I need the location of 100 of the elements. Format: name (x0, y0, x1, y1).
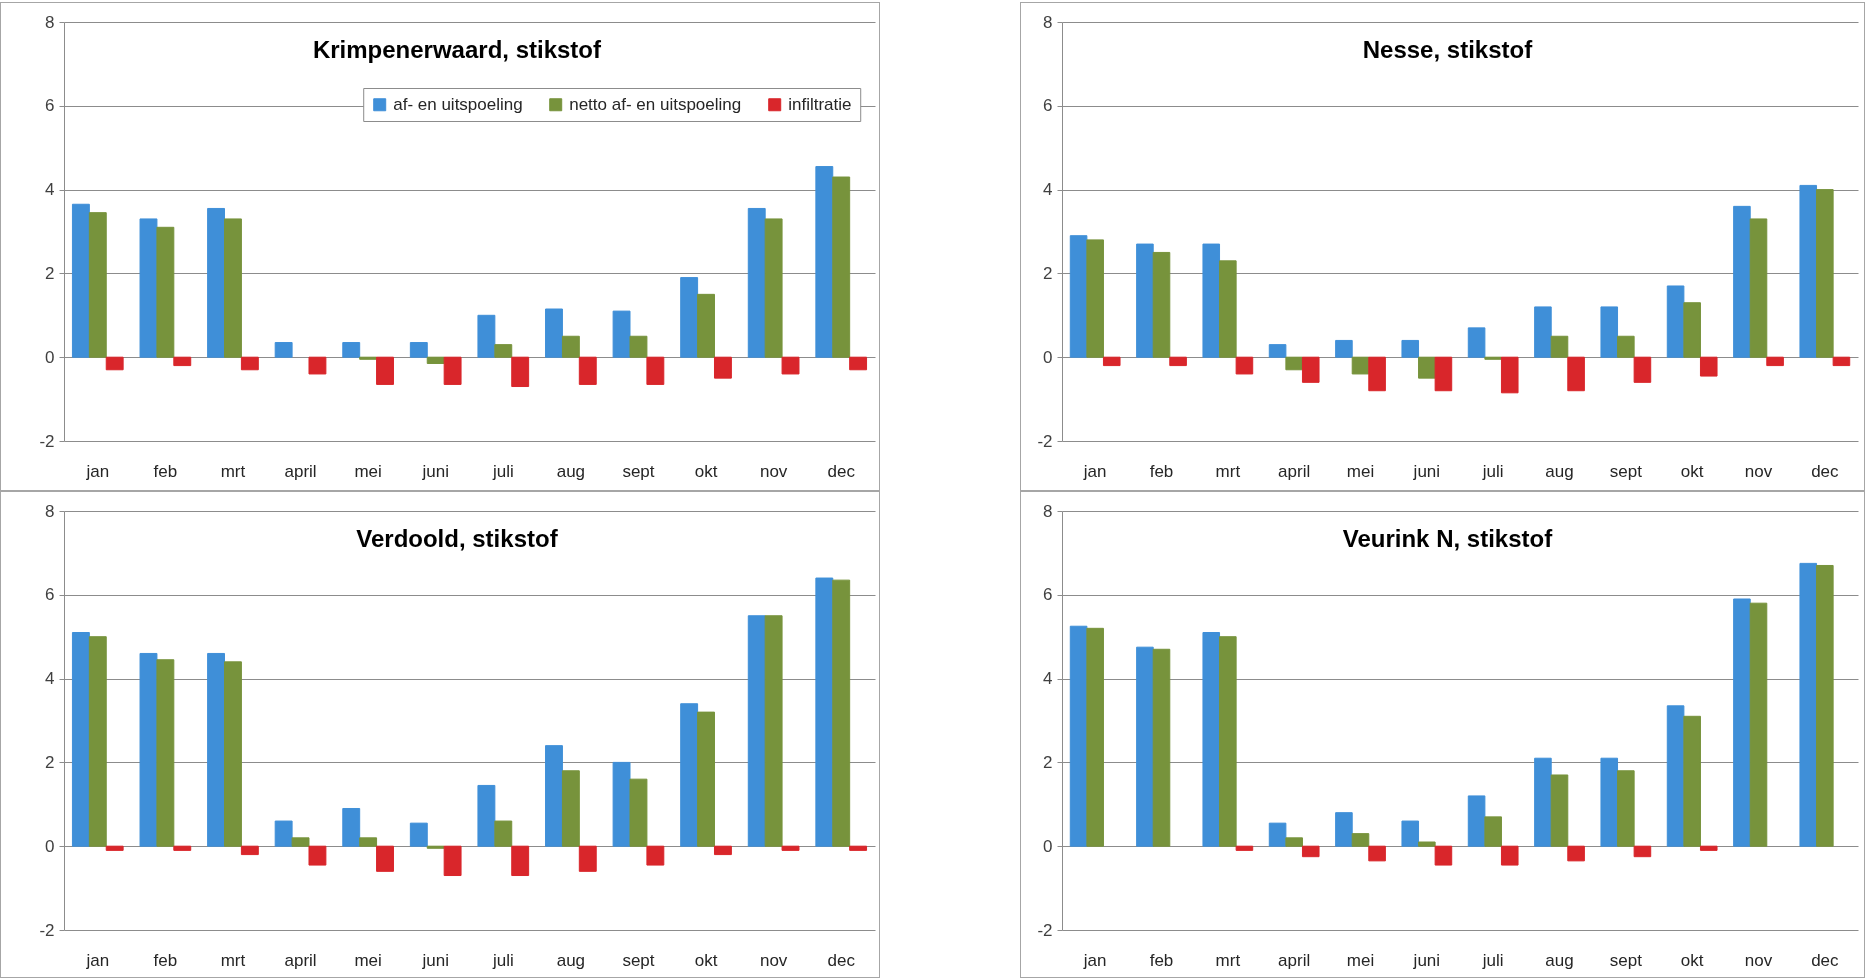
x-tick-label: feb (153, 950, 178, 970)
bar (680, 703, 699, 847)
bar (849, 845, 868, 851)
x-tick-label: juni (1412, 950, 1441, 970)
bar (849, 356, 868, 371)
bar (156, 226, 175, 358)
x-tick-label: jan (1082, 461, 1107, 481)
bar (308, 845, 327, 866)
bar (697, 293, 715, 358)
x-tick-label: april (1278, 950, 1311, 970)
bar (1202, 243, 1221, 358)
bar (477, 314, 496, 358)
bar (359, 356, 378, 360)
bar (1567, 356, 1585, 392)
bar (1102, 356, 1121, 367)
bar (105, 845, 124, 851)
x-tick-label: juli (491, 461, 514, 481)
bar (1733, 598, 1751, 847)
bar (781, 356, 800, 375)
bar (376, 356, 394, 385)
bar (274, 820, 293, 847)
bar (156, 659, 175, 847)
bar (1633, 356, 1652, 383)
bar (1816, 189, 1834, 358)
bar (832, 579, 851, 847)
bar (71, 203, 90, 358)
x-tick-label: juni (1412, 461, 1441, 481)
y-tick-label: -2 (1037, 920, 1053, 940)
bar (1069, 625, 1088, 847)
x-tick-label: nov (1744, 461, 1773, 481)
bar (173, 845, 192, 851)
bar (494, 344, 513, 358)
bar (1351, 356, 1370, 375)
x-tick-label: okt (694, 461, 718, 481)
bar (713, 356, 732, 379)
bar (1086, 239, 1104, 358)
bar (1219, 636, 1237, 847)
x-tick-label: sept (622, 950, 655, 970)
bar (342, 807, 361, 847)
bar (376, 845, 394, 872)
bar (1749, 602, 1768, 847)
x-tick-label: juli (491, 950, 514, 970)
bar (713, 845, 732, 856)
bar (1633, 845, 1652, 858)
y-tick-label: 2 (45, 263, 55, 283)
y-tick-label: 0 (1043, 836, 1053, 856)
bar (578, 845, 597, 872)
bar (646, 356, 665, 385)
y-tick-label: 8 (45, 501, 55, 521)
bar (224, 661, 242, 847)
bar (1235, 845, 1254, 851)
bar (1699, 356, 1718, 377)
bar (88, 212, 107, 358)
bar (1136, 646, 1154, 847)
bar (747, 207, 766, 358)
bar (1069, 235, 1088, 358)
bar (1683, 302, 1701, 358)
bar (1401, 820, 1420, 847)
bar (1617, 770, 1635, 847)
bar (308, 356, 327, 375)
bar (1285, 356, 1303, 371)
x-tick-label: mei (1346, 950, 1375, 970)
y-tick-label: 2 (45, 752, 55, 772)
bar (578, 356, 597, 385)
bar (1152, 648, 1171, 847)
bar (1401, 339, 1420, 358)
bar (1268, 344, 1287, 358)
x-tick-label: nov (759, 950, 788, 970)
y-tick-label: 6 (1043, 585, 1053, 605)
text: Nesse, stikstof (1362, 36, 1534, 63)
bar (764, 218, 783, 358)
x-tick-label: okt (694, 950, 718, 970)
y-tick-label: 4 (45, 669, 55, 689)
bar (1285, 837, 1303, 847)
y-tick-label: -2 (39, 431, 55, 451)
bar (1368, 356, 1386, 392)
bar (477, 784, 496, 847)
bar (426, 356, 445, 364)
bar (1301, 845, 1320, 858)
bar (1152, 251, 1171, 358)
y-tick-label: 2 (1043, 263, 1053, 283)
y-tick-label: 8 (1043, 12, 1053, 32)
bar (511, 845, 530, 877)
bar (207, 207, 226, 358)
y-tick-label: 6 (45, 96, 55, 116)
bar (1418, 841, 1436, 847)
bar (1136, 243, 1154, 358)
bar (1268, 822, 1287, 847)
bar (815, 166, 834, 358)
x-tick-label: april (284, 461, 317, 481)
y-tick-label: 4 (45, 180, 55, 200)
y-tick-label: 4 (1043, 180, 1053, 200)
bar (105, 356, 124, 371)
y-tick-label: -2 (1037, 431, 1053, 451)
x-tick-label: mei (354, 950, 382, 970)
x-tick-label: dec (1811, 950, 1840, 970)
bar (443, 356, 462, 385)
x-tick-label: nov (1744, 950, 1773, 970)
x-tick-label: sept (1609, 461, 1643, 481)
bar (747, 615, 766, 847)
